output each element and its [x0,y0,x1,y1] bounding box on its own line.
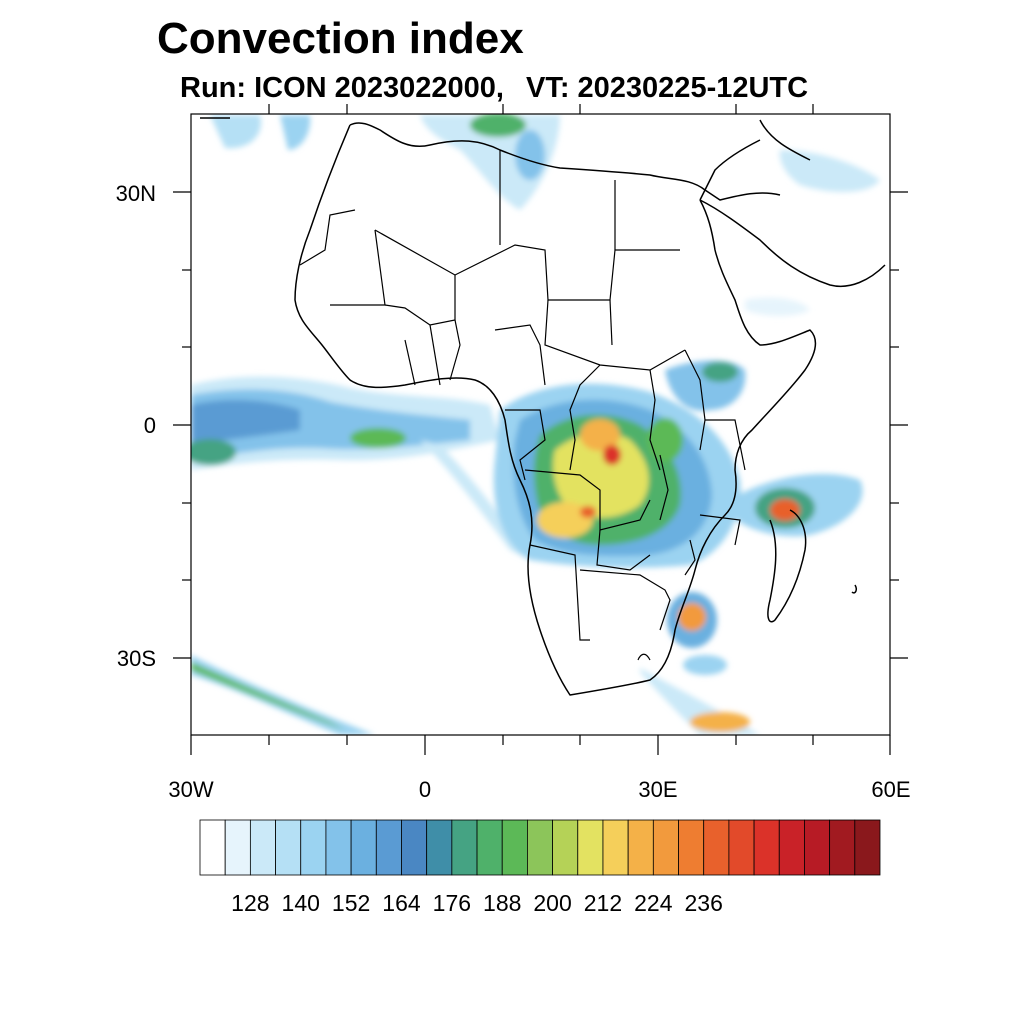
colorbar-tick-label: 128 [231,890,269,916]
coastlines [200,117,886,696]
colorbar-tick-label: 164 [382,890,421,916]
colorbar-swatch [577,819,604,876]
colorbar-swatch [728,819,755,876]
colorbar-tick-label: 152 [332,890,370,916]
colorbar-swatch [778,819,805,876]
colorbar-swatch [703,819,730,876]
chart-title: Convection index [157,14,524,63]
colorbar-tick-label: 176 [433,890,471,916]
colorbar-tick-label: 140 [282,890,320,916]
convection-field [191,114,880,735]
colorbar-tick-label: 200 [533,890,571,916]
colorbar-swatch [804,819,831,876]
colorbar-swatch [249,819,276,876]
colorbar-swatch [451,819,478,876]
colorbar-swatch [602,819,629,876]
plot-frame [173,104,908,755]
y-tick-label-30n: 30N [115,181,156,206]
y-tick-label-30s: 30S [116,646,156,671]
chart-subtitle: Run: ICON 2023022000, VT: 20230225-12UTC [180,72,808,105]
colorbar-swatch [501,819,528,876]
colorbar-swatch [199,819,226,876]
colorbar-swatch [552,819,579,876]
colorbar-swatch [854,819,881,876]
colorbar-swatch [224,819,251,876]
colorbar-tick-label: 188 [483,890,521,916]
colorbar-tick-label: 224 [634,890,673,916]
colorbar-tick-label: 212 [584,890,622,916]
x-tick-label-60e: 60E [871,777,911,802]
colorbar-swatch [426,819,453,876]
colorbar-swatch [401,819,428,876]
colorbar-swatch [753,819,780,876]
run-label: Run: ICON 2023022000, [180,72,504,104]
country-borders [299,150,746,661]
colorbar-swatch [829,819,856,876]
y-tick-label-0: 0 [143,413,156,438]
x-tick-label-30e: 30E [638,777,678,802]
colorbar-swatch [350,819,377,876]
colorbar: 128 140 152 164 176 188 200 212 224 236 [199,819,881,916]
colorbar-swatch [627,819,654,876]
colorbar-swatch [652,819,679,876]
colorbar-swatch [375,819,402,876]
colorbar-swatch [527,819,553,876]
colorbar-swatch [275,819,302,876]
colorbar-swatch [476,819,503,876]
colorbar-swatch [678,819,705,876]
colorbar-swatch [325,819,352,876]
colorbar-tick-label: 236 [685,890,723,916]
x-tick-label-0: 0 [418,777,432,802]
x-tick-label-30w: 30W [168,777,214,802]
colorbar-swatch [300,819,327,876]
valid-time-label: VT: 20230225-12UTC [525,72,809,104]
